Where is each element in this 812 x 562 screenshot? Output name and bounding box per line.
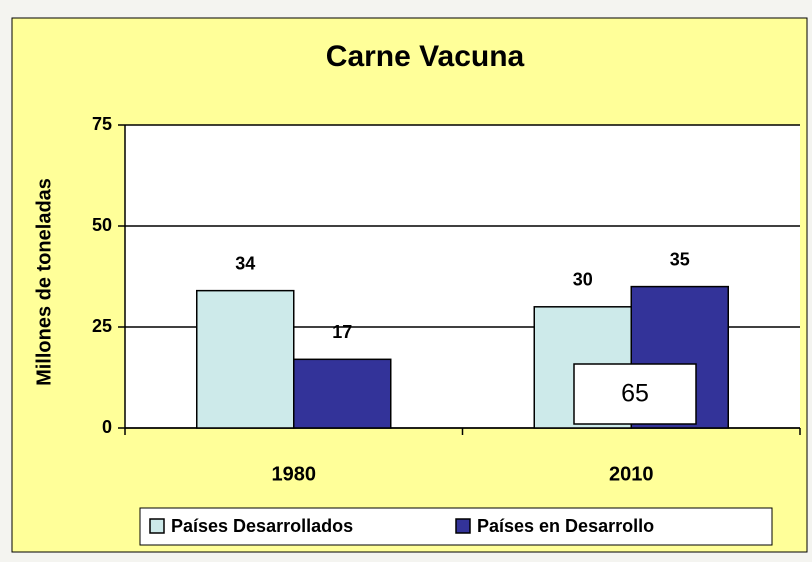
legend-label: Países en Desarrollo <box>477 516 654 536</box>
y-tick-label: 25 <box>92 316 112 336</box>
annotation-box <box>573 363 697 425</box>
value-label: 17 <box>332 322 352 342</box>
annotation: 65 <box>621 380 649 408</box>
chart-title: Carne Vacuna <box>326 40 525 73</box>
legend-label: Países Desarrollados <box>171 516 353 536</box>
y-tick-label: 75 <box>92 114 112 134</box>
y-tick-label: 0 <box>102 417 112 437</box>
legend-swatch <box>149 518 165 534</box>
y-axis-label: Millones de toneladas <box>33 178 55 386</box>
value-label: 34 <box>235 253 255 273</box>
x-tick-label: 2010 <box>609 463 654 485</box>
bar <box>293 358 392 429</box>
legend-swatch <box>455 518 471 534</box>
x-tick-label: 1980 <box>272 463 317 485</box>
value-label: 30 <box>573 270 593 290</box>
y-tick-label: 50 <box>92 215 112 235</box>
bar <box>196 289 295 429</box>
value-label: 35 <box>670 249 690 269</box>
